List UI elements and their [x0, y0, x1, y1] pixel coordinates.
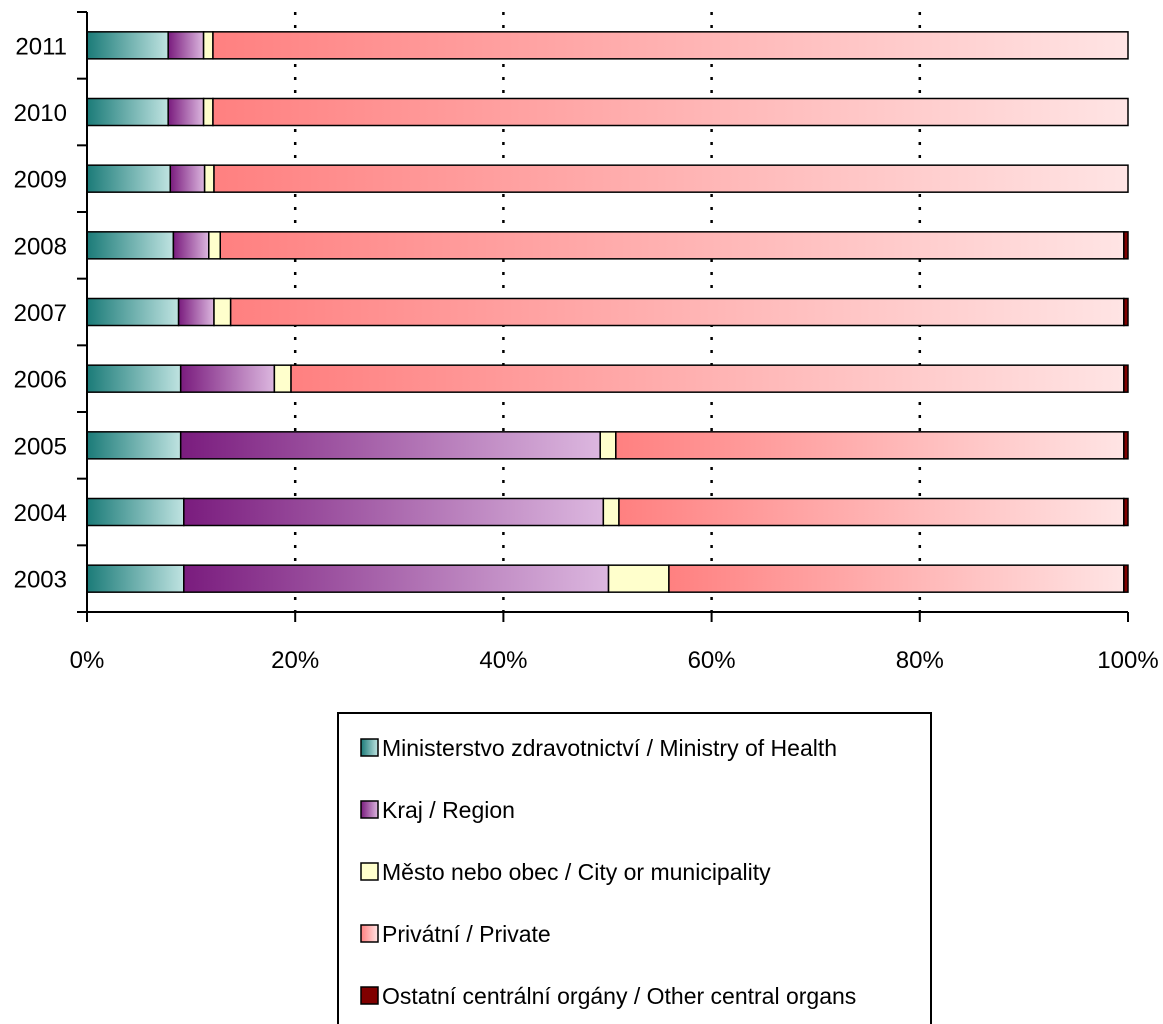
bar-segment	[202, 97, 214, 127]
bar-segment	[86, 297, 180, 327]
y-tick-label: 2004	[14, 500, 67, 527]
bar-segment	[203, 164, 215, 193]
x-tick-label: 40%	[479, 647, 527, 674]
bar-segment	[1123, 497, 1129, 527]
bar-segment	[213, 164, 1129, 193]
legend-swatch	[360, 862, 379, 881]
bar-segment	[86, 564, 185, 593]
x-tick-label: 0%	[70, 647, 105, 674]
bar-segment	[86, 31, 169, 60]
legend-swatch	[360, 924, 379, 943]
bar-segment	[615, 431, 1125, 460]
bar-segment	[86, 97, 169, 127]
bar-segment	[1123, 564, 1129, 593]
legend-box	[337, 712, 932, 1024]
bar-segment	[668, 564, 1125, 593]
legend-label: Privátní / Private	[382, 921, 551, 947]
y-tick-label: 2005	[14, 433, 67, 460]
bars	[86, 31, 1129, 593]
bar-segment	[1123, 297, 1129, 327]
bar-segment	[607, 564, 670, 593]
bar-segment	[179, 364, 276, 393]
bar-segment	[290, 364, 1125, 393]
bar-segment	[1123, 364, 1129, 393]
bar-segment	[1123, 431, 1129, 460]
bar-segment	[86, 431, 182, 460]
legend-label: Kraj / Region	[382, 797, 515, 823]
bar-segment	[167, 97, 205, 127]
x-tick-label: 60%	[688, 647, 736, 674]
bar-segment	[599, 431, 617, 460]
bar-segment	[212, 31, 1129, 60]
bar-segment	[167, 31, 205, 60]
legend-label: Ostatní centrální orgány / Other central…	[382, 983, 856, 1009]
bar-segment	[213, 297, 232, 327]
legend-swatch	[360, 800, 379, 819]
axes: 2011 2010 2009 2008 2007 2006 2005 2004 2003 0% 20…	[14, 11, 1159, 674]
bar-segment	[179, 431, 601, 460]
y-tick-label: 2010	[14, 100, 67, 127]
y-tick-label: 2007	[14, 300, 67, 327]
bar-segment	[273, 364, 292, 393]
bar-segment	[169, 164, 206, 193]
x-tick-label: 100%	[1097, 647, 1158, 674]
bar-segment	[1123, 231, 1129, 260]
legend-label: Město nebo obec / City or municipality	[382, 859, 771, 885]
y-tick-label: 2006	[14, 367, 67, 394]
bar-segment	[219, 231, 1125, 260]
y-tick-label: 2003	[14, 567, 67, 594]
x-tick-label: 80%	[896, 647, 944, 674]
bar-segment	[212, 97, 1129, 127]
bar-segment	[172, 231, 210, 260]
bar-segment	[183, 564, 610, 593]
legend: Ministerstvo zdravotnictví / Ministry of…	[337, 712, 932, 1024]
legend-swatch	[360, 986, 379, 1005]
legend-swatch	[360, 738, 379, 757]
bar-segment	[208, 231, 221, 260]
bar-segment	[177, 297, 215, 327]
y-tick-label: 2008	[14, 233, 67, 260]
bar-segment	[86, 231, 175, 260]
bar-segment	[183, 497, 605, 527]
bar-segment	[229, 297, 1125, 327]
bar-segment	[618, 497, 1125, 527]
y-tick-label: 2011	[15, 33, 67, 60]
bar-segment	[86, 164, 172, 193]
bar-segment	[602, 497, 620, 527]
x-tick-label: 20%	[271, 647, 319, 674]
y-tick-label: 2009	[14, 167, 67, 194]
legend-label: Ministerstvo zdravotnictví / Ministry of…	[382, 735, 837, 761]
bar-segment	[86, 497, 185, 527]
bar-segment	[86, 364, 182, 393]
bar-segment	[202, 31, 214, 60]
